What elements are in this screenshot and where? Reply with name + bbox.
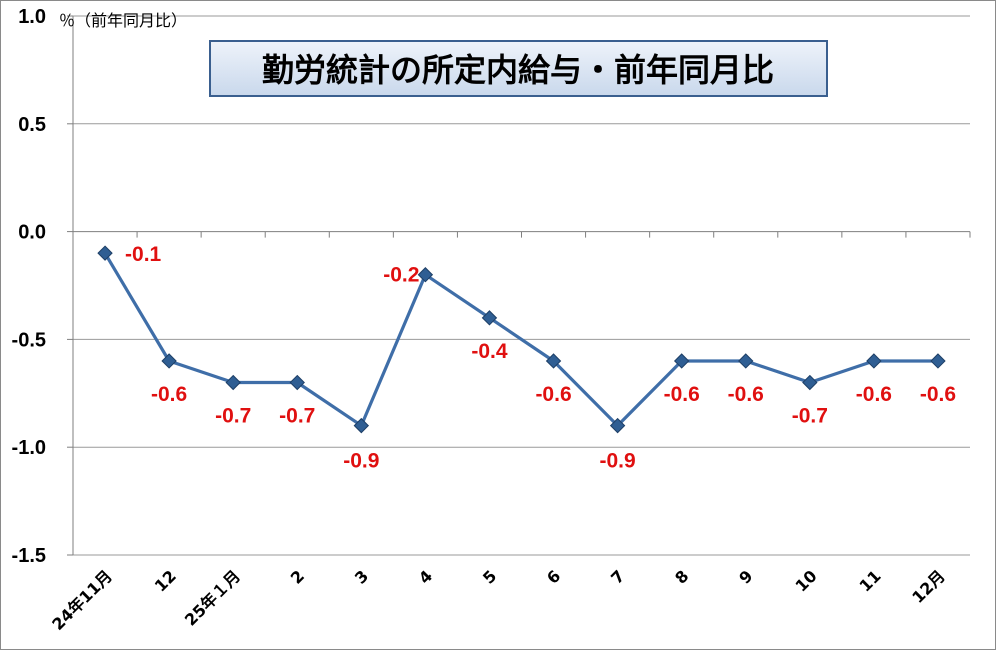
y-tick-label: 0.5 xyxy=(18,114,46,136)
y-tick-label: -1.5 xyxy=(12,545,46,567)
data-label: -0.2 xyxy=(383,264,419,287)
data-point-marker xyxy=(289,374,305,391)
y-tick-label: -0.5 xyxy=(12,329,46,351)
data-label: -0.6 xyxy=(920,383,956,406)
series-line xyxy=(103,252,938,428)
x-tick-label: 4 xyxy=(415,566,436,587)
x-tick-label: 25年１月 xyxy=(181,566,244,629)
data-point-marker xyxy=(673,353,690,369)
data-label-layer: -0.1 -0.6 -0.7 -0.7 -0.9 -0.2 -0.4 -0.6 -0.9 -0.6… xyxy=(125,243,956,472)
x-tick-label: 10 xyxy=(791,566,820,595)
data-label: -0.6 xyxy=(664,383,700,406)
data-point-marker xyxy=(609,417,626,434)
chart-title: 勤労統計の所定内給与・前年同月比 xyxy=(262,51,774,89)
data-label: -0.6 xyxy=(728,383,764,406)
x-tick-label: 2 xyxy=(287,566,308,587)
y-tick-labels: 1.0 0.5 0.0 -0.5 -1.0 -1.5 xyxy=(12,6,46,567)
data-point-marker xyxy=(417,267,434,283)
x-tick-label: 24年11月 xyxy=(48,566,116,634)
data-point-marker xyxy=(481,310,498,326)
x-tick-label: 9 xyxy=(735,566,756,587)
data-label: -0.4 xyxy=(471,340,508,363)
x-tick-label: 8 xyxy=(671,566,692,587)
series-layer xyxy=(97,245,946,434)
data-point-marker xyxy=(930,353,946,369)
y-axis-unit-label: ％（前年同月比） xyxy=(59,11,187,30)
data-label: -0.9 xyxy=(600,450,636,473)
data-point-marker xyxy=(225,374,241,391)
data-point-marker xyxy=(545,353,562,369)
chart-title-box: 勤労統計の所定内給与・前年同月比 xyxy=(209,40,828,97)
x-tick-label: 3 xyxy=(351,566,372,587)
data-label: -0.1 xyxy=(125,243,162,266)
data-label: -0.6 xyxy=(856,383,892,406)
data-label: -0.7 xyxy=(792,405,828,428)
data-point-marker xyxy=(97,245,113,261)
y-tick-label: 1.0 xyxy=(18,6,46,28)
x-tick-label: 5 xyxy=(479,566,500,587)
x-tick-label: 11 xyxy=(856,566,885,595)
x-tick-label: 12月 xyxy=(908,566,949,607)
data-label: -0.7 xyxy=(279,405,315,428)
x-tick-label: 6 xyxy=(543,566,564,587)
y-tick-label: -1.0 xyxy=(12,437,46,459)
data-label: -0.6 xyxy=(151,383,187,406)
x-tick-label: 7 xyxy=(607,566,628,587)
data-point-marker xyxy=(802,374,818,391)
data-point-marker xyxy=(738,353,754,369)
x-tick-labels: 24年11月 12 25年１月 2 3 4 5 6 7 8 9 10 11 12月 xyxy=(48,566,948,634)
y-tick-label: 0.0 xyxy=(18,222,46,244)
data-label: -0.6 xyxy=(535,383,571,406)
chart-title-background xyxy=(209,40,828,97)
x-tick-label: 12 xyxy=(151,566,180,595)
data-label: -0.7 xyxy=(215,405,251,428)
axis-layer xyxy=(67,15,971,556)
data-point-marker xyxy=(353,417,370,434)
data-point-marker xyxy=(161,353,177,369)
data-point-marker xyxy=(866,353,882,369)
data-label: -0.9 xyxy=(343,450,379,473)
